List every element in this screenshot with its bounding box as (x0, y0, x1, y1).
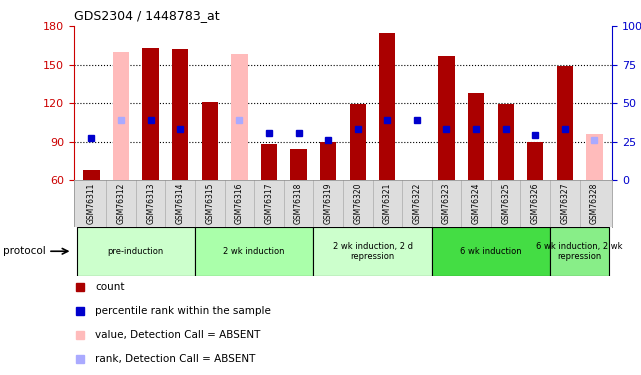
Bar (431, 227, 550, 276)
Text: rank, Detection Call = ABSENT: rank, Detection Call = ABSENT (96, 354, 256, 364)
Text: GSM76312: GSM76312 (117, 182, 126, 224)
Bar (172, 50, 188, 180)
Text: 2 wk induction, 2 d
repression: 2 wk induction, 2 d repression (333, 242, 413, 261)
Text: pre-induction: pre-induction (108, 247, 164, 256)
Bar (468, 93, 484, 180)
Text: GSM76315: GSM76315 (205, 182, 214, 224)
Text: GSM76324: GSM76324 (472, 182, 481, 224)
Bar (142, 48, 159, 180)
Text: GSM76313: GSM76313 (146, 182, 155, 224)
Text: GSM76320: GSM76320 (353, 182, 362, 224)
Text: protocol: protocol (3, 246, 46, 256)
Bar (77, 227, 195, 276)
Bar (497, 104, 514, 180)
Text: GSM76311: GSM76311 (87, 182, 96, 224)
Bar (320, 142, 337, 180)
Bar (290, 149, 306, 180)
Text: GSM76314: GSM76314 (176, 182, 185, 224)
Bar (550, 227, 609, 276)
Text: GSM76326: GSM76326 (531, 182, 540, 224)
Text: GSM76323: GSM76323 (442, 182, 451, 224)
Text: GDS2304 / 1448783_at: GDS2304 / 1448783_at (74, 9, 219, 22)
Text: GSM76322: GSM76322 (412, 182, 421, 224)
Bar (313, 227, 431, 276)
Text: GSM76317: GSM76317 (265, 182, 274, 224)
Text: GSM76325: GSM76325 (501, 182, 510, 224)
Bar (113, 52, 129, 180)
Bar (379, 33, 395, 180)
Bar (527, 142, 544, 180)
Text: GSM76328: GSM76328 (590, 182, 599, 224)
Bar (195, 227, 313, 276)
Bar (349, 104, 366, 180)
Text: count: count (96, 282, 125, 292)
Text: percentile rank within the sample: percentile rank within the sample (96, 306, 271, 316)
Text: GSM76321: GSM76321 (383, 182, 392, 224)
Text: 2 wk induction: 2 wk induction (224, 247, 285, 256)
Text: GSM76316: GSM76316 (235, 182, 244, 224)
Text: value, Detection Call = ABSENT: value, Detection Call = ABSENT (96, 330, 261, 340)
Bar (261, 144, 277, 180)
Text: GSM76327: GSM76327 (560, 182, 569, 224)
Text: 6 wk induction: 6 wk induction (460, 247, 522, 256)
Bar (231, 54, 247, 180)
Bar (83, 170, 99, 180)
Text: GSM76319: GSM76319 (324, 182, 333, 224)
Bar (556, 66, 573, 180)
Text: 6 wk induction, 2 wk
repression: 6 wk induction, 2 wk repression (537, 242, 623, 261)
Bar (587, 134, 603, 180)
Bar (202, 102, 218, 180)
Bar (438, 56, 454, 180)
Text: GSM76318: GSM76318 (294, 182, 303, 224)
